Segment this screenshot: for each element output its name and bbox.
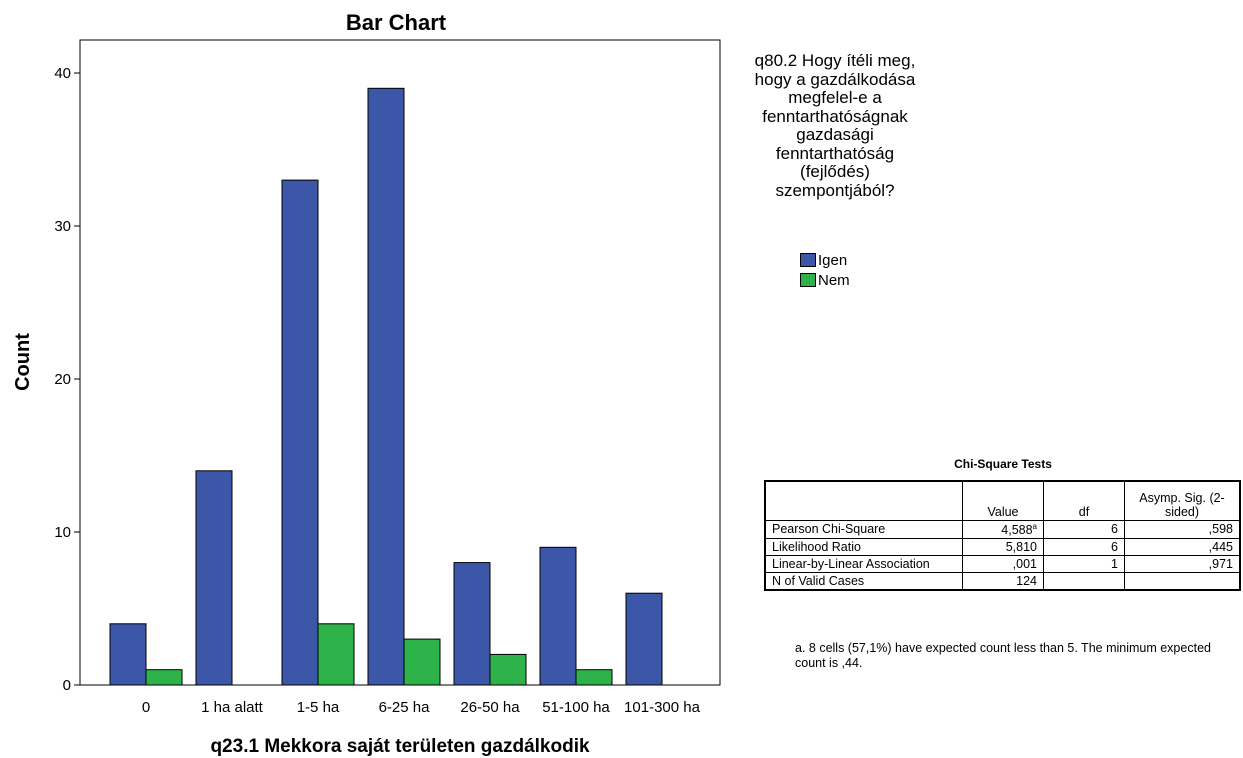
bar-igen-0 [110,624,146,685]
y-tick-label: 0 [63,677,71,694]
row-df: 1 [1044,556,1125,573]
y-tick-label: 30 [54,218,71,235]
table-row: Likelihood Ratio 5,810 6 ,445 [765,539,1240,556]
row-sig: ,598 [1125,521,1241,539]
header-value: Value [963,481,1044,521]
legend-item-nem: Nem [800,270,850,290]
header-empty [765,481,963,521]
x-tick-label: 0 [142,699,150,716]
legend: Igen Nem [800,250,850,290]
row-sig: ,971 [1125,556,1241,573]
row-label: Likelihood Ratio [765,539,963,556]
x-tick-label: 6-25 ha [379,699,431,716]
table-header-row: Value df Asymp. Sig. (2-sided) [765,481,1240,521]
row-label: Linear-by-Linear Association [765,556,963,573]
bar-nem-2 [318,624,354,685]
x-tick-label: 26-50 ha [460,699,520,716]
value-text: 4,588 [1001,523,1032,537]
y-tick-label: 20 [54,371,71,388]
bar-nem-5 [576,670,612,685]
x-axis: 0 1 ha alatt 1-5 ha 6-25 ha 26-50 ha 51-100 h… [142,699,701,716]
header-sig: Asymp. Sig. (2-sided) [1125,481,1241,521]
table-footnote: a. 8 cells (57,1%) have expected count l… [795,641,1235,671]
bar-igen-4 [454,563,490,685]
bar-nem-0 [146,670,182,685]
x-tick-label: 1-5 ha [297,699,340,716]
row-value: ,001 [963,556,1044,573]
table-row: N of Valid Cases 124 [765,573,1240,591]
row-value: 4,588a [963,521,1044,539]
legend-item-igen: Igen [800,250,850,270]
row-label: Pearson Chi-Square [765,521,963,539]
table-row: Linear-by-Linear Association ,001 1 ,971 [765,556,1240,573]
row-df: 6 [1044,539,1125,556]
row-df: 6 [1044,521,1125,539]
legend-label-nem: Nem [818,272,850,289]
bar-igen-3 [368,88,404,685]
x-axis-label: q23.1 Mekkora saját területen gazdálkodi… [210,736,590,757]
bar-igen-2 [282,180,318,685]
header-df: df [1044,481,1125,521]
bar-nem-3 [404,639,440,685]
row-value: 5,810 [963,539,1044,556]
row-label: N of Valid Cases [765,573,963,591]
legend-swatch-nem [800,273,816,287]
chart-title: Bar Chart [346,10,447,35]
legend-label-igen: Igen [818,252,847,269]
table-row: Pearson Chi-Square 4,588a 6 ,598 [765,521,1240,539]
x-tick-label: 1 ha alatt [201,699,264,716]
bar-igen-1 [196,471,232,685]
footnote-marker: a [1033,522,1037,531]
x-tick-label: 51-100 ha [542,699,610,716]
x-tick-label: 101-300 ha [624,699,701,716]
bar-igen-5 [540,547,576,685]
bar-nem-4 [490,654,526,685]
bar-chart: Bar Chart 0 10 20 30 40 0 1 ha alatt 1-5 ha 6-2… [0,0,740,758]
legend-title: q80.2 Hogy ítéli meg, hogy a gazdálkodás… [740,52,930,200]
row-df [1044,573,1125,591]
chi-square-title: Chi-Square Tests [764,457,1242,471]
legend-swatch-igen [800,253,816,267]
chi-square-table: Value df Asymp. Sig. (2-sided) Pearson C… [764,480,1241,591]
row-sig: ,445 [1125,539,1241,556]
y-axis-label: Count [12,333,34,391]
row-sig [1125,573,1241,591]
y-tick-label: 40 [54,65,71,82]
row-value: 124 [963,573,1044,591]
y-tick-label: 10 [54,524,71,541]
y-axis: 0 10 20 30 40 [54,65,80,694]
bar-igen-6 [626,593,662,685]
